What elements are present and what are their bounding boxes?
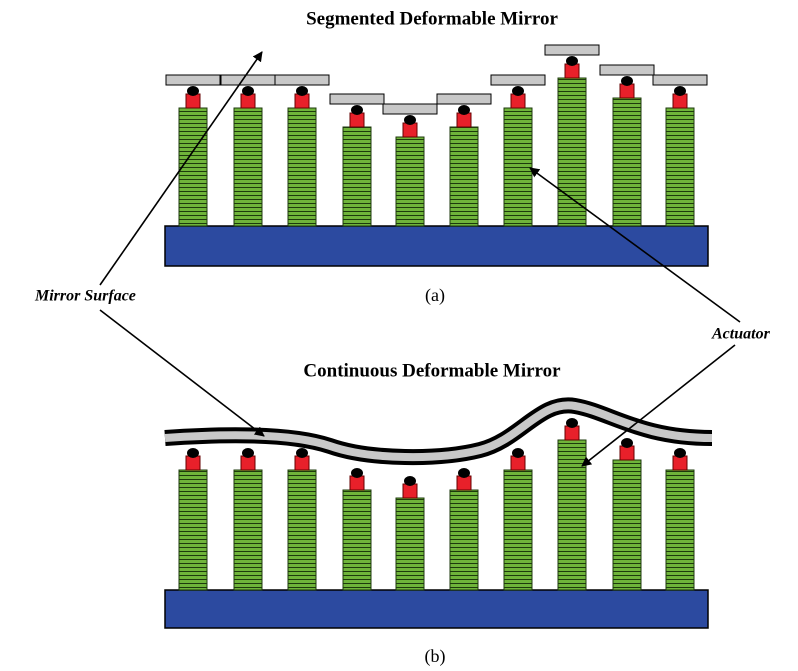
mirror-segment	[329, 93, 385, 105]
mirror-segment	[382, 103, 438, 115]
mirror-segment	[544, 44, 600, 56]
connector	[349, 112, 365, 128]
actuator	[557, 439, 587, 591]
connector	[564, 63, 580, 79]
label-actuator: Actuator	[711, 326, 771, 343]
actuator	[557, 77, 587, 227]
joint	[351, 105, 363, 115]
joint	[458, 105, 470, 115]
joint	[242, 86, 254, 96]
connector	[294, 455, 310, 471]
title-a: Segmented Deformable Mirror	[306, 8, 558, 29]
joint	[458, 468, 470, 478]
actuator	[342, 126, 372, 227]
joint	[187, 448, 199, 458]
joint	[512, 86, 524, 96]
mirror-segment	[165, 74, 221, 86]
title-b: Continuous Deformable Mirror	[303, 360, 561, 381]
connector	[456, 475, 472, 491]
mirror-segment	[652, 74, 708, 86]
connector	[402, 122, 418, 138]
arrows	[99, 51, 741, 467]
connector	[510, 455, 526, 471]
connector	[185, 455, 201, 471]
mirror-surface	[164, 401, 713, 462]
connector	[240, 93, 256, 109]
connector	[672, 93, 688, 109]
actuator	[287, 469, 317, 591]
joint	[512, 448, 524, 458]
mirror-segment	[599, 64, 655, 76]
actuator	[612, 97, 642, 227]
connector	[349, 475, 365, 491]
connector	[240, 455, 256, 471]
joint	[674, 448, 686, 458]
actuator	[449, 489, 479, 591]
actuator	[342, 489, 372, 591]
actuator	[178, 469, 208, 591]
joint	[566, 418, 578, 428]
base	[164, 225, 709, 267]
mirror-segment	[490, 74, 546, 86]
mirror-segment	[220, 74, 276, 86]
joint	[351, 468, 363, 478]
joint	[621, 76, 633, 86]
actuator	[287, 107, 317, 227]
mirror-segment	[274, 74, 330, 86]
joint	[566, 56, 578, 66]
actuator	[233, 107, 263, 227]
connector	[402, 483, 418, 499]
joint	[674, 86, 686, 96]
actuator	[665, 469, 695, 591]
connector	[294, 93, 310, 109]
label-mirror-surface: Mirror Surface	[34, 288, 136, 305]
actuator	[395, 136, 425, 227]
actuator	[395, 497, 425, 591]
actuator	[233, 469, 263, 591]
mirror-segment	[436, 93, 492, 105]
actuator	[503, 469, 533, 591]
actuator	[178, 107, 208, 227]
actuator	[665, 107, 695, 227]
joint	[242, 448, 254, 458]
connector	[564, 425, 580, 441]
connector	[619, 445, 635, 461]
joint	[296, 86, 308, 96]
connector	[619, 83, 635, 99]
joint	[404, 115, 416, 125]
connector	[510, 93, 526, 109]
joint	[404, 476, 416, 486]
connector	[185, 93, 201, 109]
joint	[621, 438, 633, 448]
actuator	[503, 107, 533, 227]
caption-a: (a)	[425, 285, 445, 306]
joint	[187, 86, 199, 96]
connector	[672, 455, 688, 471]
base	[164, 589, 709, 629]
connector	[456, 112, 472, 128]
drawing	[164, 44, 713, 629]
joint	[296, 448, 308, 458]
actuator	[612, 459, 642, 591]
caption-b: (b)	[425, 646, 446, 667]
actuator	[449, 126, 479, 227]
